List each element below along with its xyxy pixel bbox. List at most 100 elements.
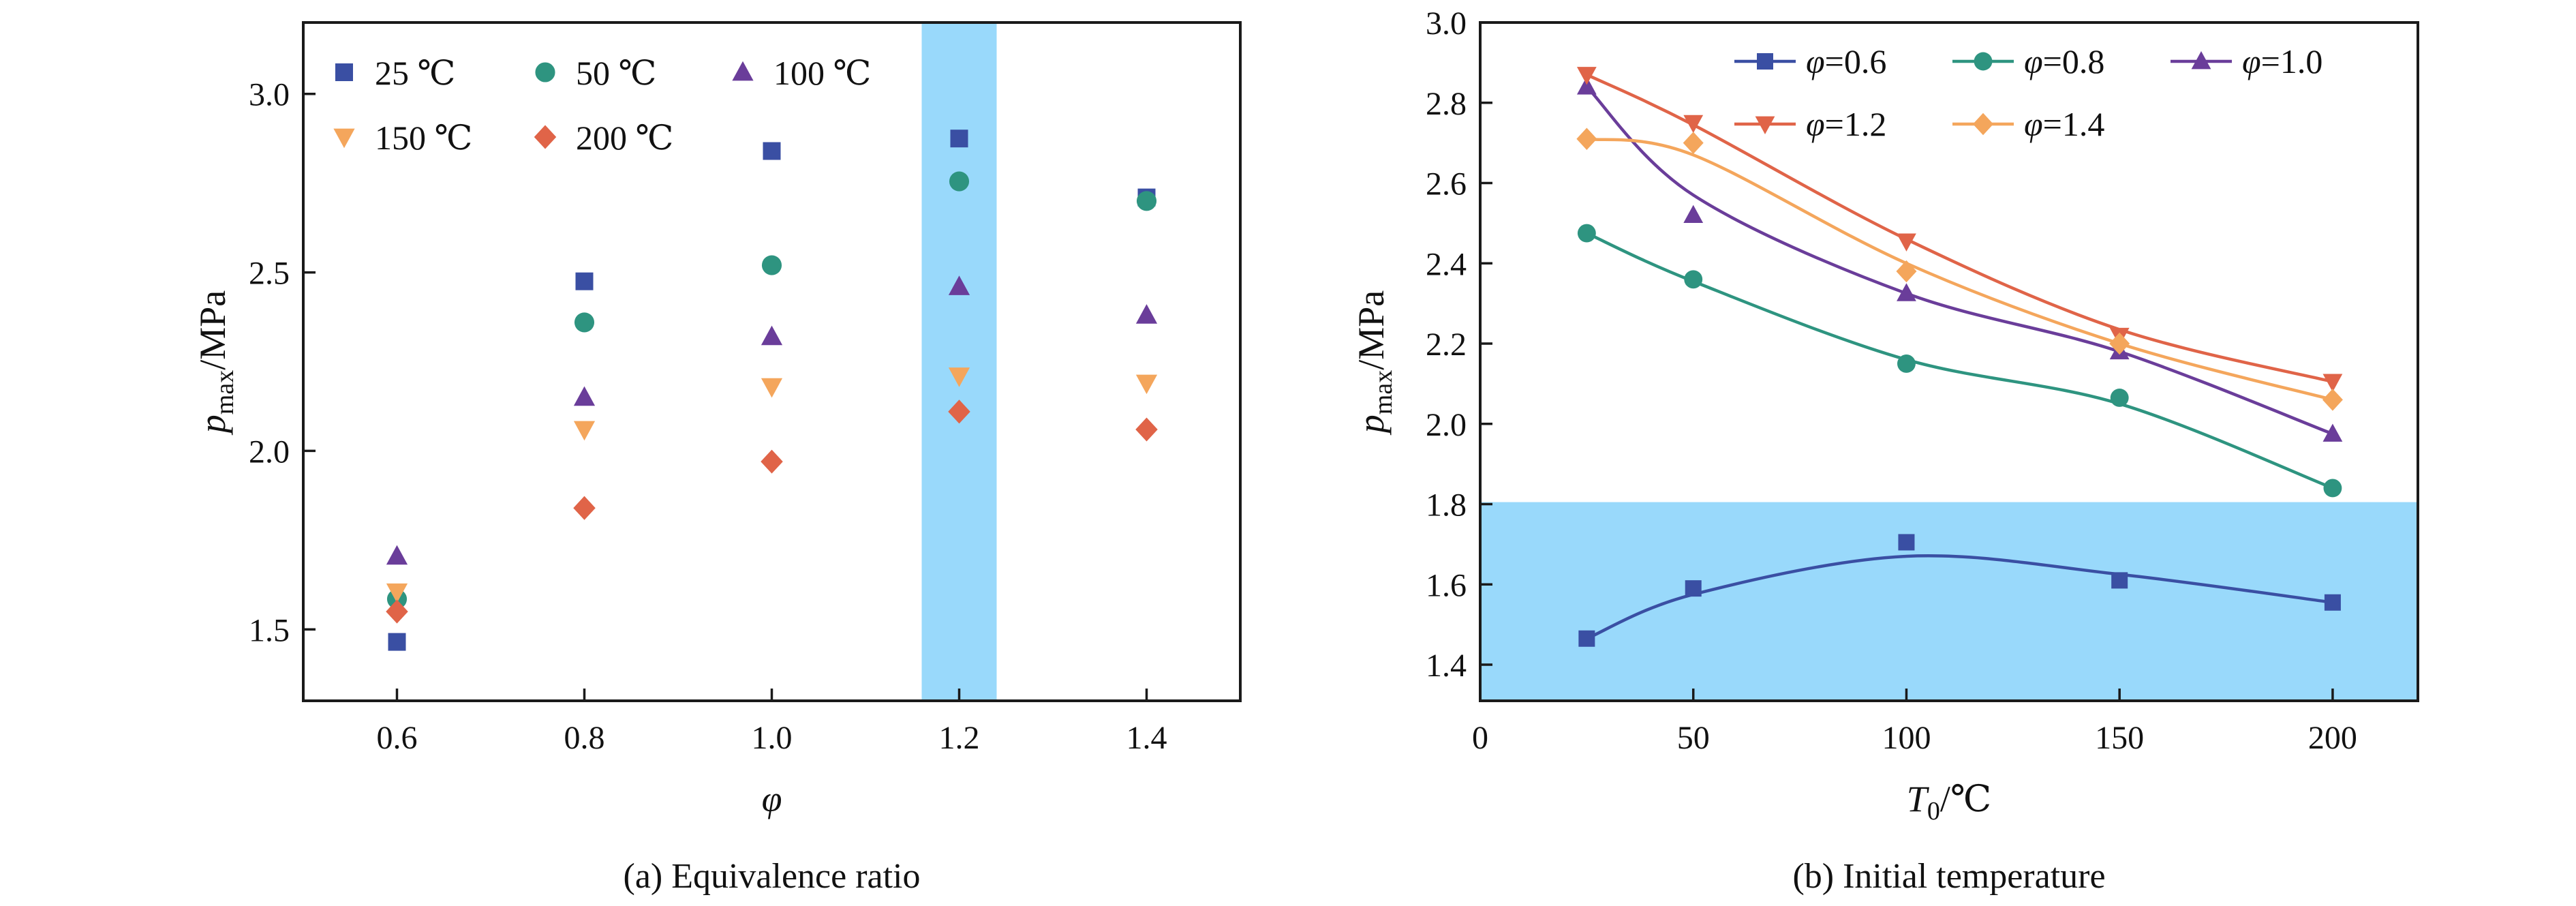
series-square (1578, 534, 2341, 647)
data-point (1135, 304, 1158, 324)
legend-label: φ=0.8 (2024, 42, 2104, 80)
legend-label: 150 ℃ (375, 119, 472, 157)
tick-label: 2.6 (1426, 166, 1467, 202)
legend-marker (333, 128, 355, 149)
y-axis-symbol: p (192, 414, 233, 436)
series-triangle-up (1576, 76, 2343, 442)
highlight-band (921, 22, 997, 701)
panel-b-initial-temperature: 0 50 100 150 2001.41.61.82.02.22.42.62.83.0 … (1351, 5, 2419, 896)
panel-caption: (a) Equivalence ratio (624, 857, 921, 896)
data-point (1896, 260, 1917, 283)
tick-label: 50 (1677, 720, 1710, 756)
data-point (2322, 423, 2343, 442)
tick-label: 150 (2095, 720, 2144, 756)
axis-ticks: 0 50 100 150 200 1.4 1.6 1.8 2.0 2.2 2.4 2.6 2.8 3.0 (1426, 5, 2357, 756)
data-point (1135, 417, 1158, 442)
data-point (1684, 270, 1703, 289)
series-circle (1577, 224, 2342, 498)
data-point (1897, 354, 1916, 373)
fit-line (1586, 554, 2333, 640)
legend-marker (1974, 52, 1993, 71)
tick-label: 3.0 (1426, 5, 1467, 42)
tick-label: 1.4 (1126, 720, 1167, 756)
x-axis-title: φ (762, 779, 782, 819)
x-axis-unit: /℃ (1940, 779, 1991, 819)
data-point (761, 449, 783, 474)
plot-frame (302, 21, 1242, 702)
data-point (1578, 630, 1595, 647)
data-point (2324, 594, 2341, 611)
fit-line (1586, 232, 2333, 490)
data-point (1683, 115, 1704, 134)
legend-marker (732, 61, 754, 81)
legend-label: φ=1.0 (2242, 42, 2322, 80)
x-axis-subscript: 0 (1927, 797, 1940, 826)
data-point (949, 171, 970, 192)
data-point (573, 496, 596, 520)
data-point (1576, 127, 1597, 150)
data-point (1135, 374, 1158, 395)
x-axis-title: T0/℃ (1907, 779, 1991, 826)
tick-label: 2.8 (1426, 86, 1467, 122)
data-point (1576, 67, 1597, 85)
tick-label: 2.5 (249, 256, 290, 292)
data-point (2323, 479, 2342, 498)
data-point (386, 545, 408, 565)
data-point (1136, 191, 1157, 211)
tick-label: 2.0 (1426, 407, 1467, 443)
series-triangle-up (386, 275, 1158, 565)
data-point (388, 633, 406, 651)
data-point (2111, 572, 2128, 589)
data-point (950, 130, 968, 148)
tick-label: 1.6 (1426, 567, 1467, 603)
data-point (573, 421, 596, 441)
tick-label: 1.5 (249, 612, 290, 648)
tick-label: 1.8 (1426, 487, 1467, 524)
tick-label: 1.2 (939, 720, 980, 756)
fit-line (1586, 137, 2333, 402)
tick-label: 0.8 (564, 720, 605, 756)
tick-label: 3.0 (249, 77, 290, 113)
data-point (2322, 389, 2343, 411)
legend-label: 200 ℃ (576, 119, 673, 157)
y-axis-unit: /MPa (1351, 290, 1392, 370)
data-point (761, 255, 782, 275)
data-point (575, 272, 594, 290)
x-axis-symbol: T (1907, 779, 1930, 819)
tick-label: 1.4 (1426, 648, 1467, 684)
y-axis-subscript: max (1369, 370, 1398, 414)
panel-caption: (b) Initial temperature (1792, 857, 2105, 896)
legend-marker (1757, 53, 1773, 70)
legend-label: 25 ℃ (375, 54, 455, 92)
legend-label: φ=1.4 (2024, 105, 2104, 143)
data-point (1683, 205, 1704, 224)
tick-label: 0 (1472, 720, 1488, 756)
series-diamond (1576, 127, 2343, 411)
data-point (761, 378, 783, 398)
legend: 25 ℃ 50 ℃ 100 ℃ 150 ℃ 200 ℃ (333, 54, 871, 157)
y-axis-unit: /MPa (192, 290, 233, 370)
data-point (386, 599, 408, 624)
data-point (1897, 283, 1916, 301)
data-point (2109, 332, 2130, 355)
data-point (2322, 374, 2343, 392)
series-diamond (386, 399, 1158, 624)
fit-line (1586, 73, 2333, 384)
data-point (763, 142, 781, 160)
legend-marker (534, 125, 557, 149)
data-point (1897, 233, 1916, 252)
series-triangle-down (386, 367, 1158, 603)
highlight-band (1480, 502, 2418, 701)
plot-frame (1479, 21, 2419, 702)
data-point (948, 275, 970, 295)
legend-label: 50 ℃ (576, 54, 656, 92)
legend-marker (335, 63, 353, 81)
y-axis-title: pmax/MPa (192, 290, 239, 436)
tick-label: 2.2 (1426, 327, 1467, 363)
tick-label: 2.0 (249, 434, 290, 470)
data-point (761, 325, 783, 346)
data-point (574, 312, 595, 333)
tick-label: 200 (2308, 720, 2357, 756)
data-point (1577, 224, 1596, 243)
legend-label: φ=1.2 (1806, 105, 1886, 143)
